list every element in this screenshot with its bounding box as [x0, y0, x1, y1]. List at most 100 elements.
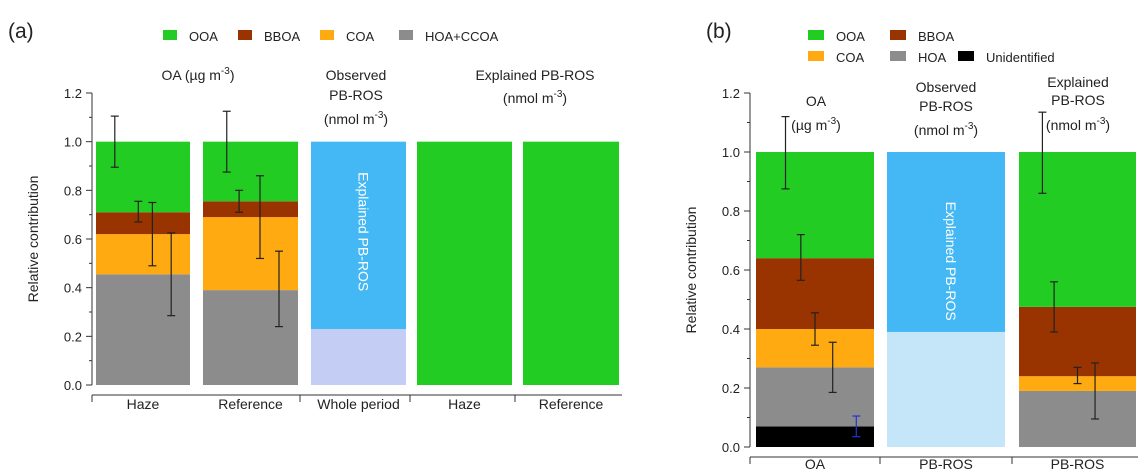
x-category-label: PB-ROS	[1051, 456, 1105, 471]
bar-segment-coa	[96, 234, 190, 275]
group-title-line: Explained	[1047, 74, 1109, 90]
y-tick-label: 0.4	[64, 281, 82, 296]
title-text: OA (µg m	[162, 67, 221, 83]
bar-segment-unexplained	[311, 329, 406, 385]
group-title-line: (nmol m-3​)	[503, 89, 567, 106]
y-tick-label: 0.8	[64, 183, 82, 198]
y-tick-label: 1.0	[722, 145, 740, 160]
title-text: (nmol m	[914, 122, 965, 138]
title-text: (nmol m	[1046, 117, 1097, 133]
panel-label: (b)	[706, 20, 732, 43]
y-tick-label: 0.4	[722, 322, 740, 337]
panel-a: (a) OOA BBOA COA HOA+CCOA OA (µg m-3​) Observe…	[8, 20, 622, 412]
y-tick-label: 1.2	[64, 86, 82, 101]
legend-swatch	[890, 51, 906, 61]
title-text: PB-ROS	[329, 87, 383, 103]
x-category-label: PB-ROS	[919, 456, 973, 471]
superscript: -3	[827, 116, 836, 127]
title-text: OA	[806, 93, 827, 109]
bar-segment-bboa	[96, 212, 190, 235]
legend-swatch	[958, 51, 974, 61]
group-title-line: PB-ROS	[329, 87, 383, 103]
group-title-line: (nmol m-3​)	[1046, 116, 1110, 133]
title-text: PB-ROS	[919, 98, 973, 114]
x-category-label: Haze	[127, 396, 160, 412]
title-text: )	[230, 67, 235, 83]
superscript: -3	[553, 89, 562, 100]
title-text: Observed	[916, 79, 977, 95]
y-tick-label: 1.2	[722, 86, 740, 101]
bar-segment-explained-pb-ros	[887, 152, 1005, 332]
y-axis-label: Relative contribution	[683, 207, 699, 334]
legend-label: Unidentified	[986, 50, 1055, 65]
legend-label: HOA+CCOA	[425, 29, 499, 44]
title-text: Observed	[326, 67, 387, 83]
legend-swatch	[808, 30, 824, 40]
title-text: (nmol m	[503, 90, 554, 106]
x-category-label: Whole period	[317, 396, 400, 412]
title-text: Explained PB-ROS	[475, 67, 594, 83]
title-text: Explained	[1047, 74, 1109, 90]
x-category-label: Reference	[539, 396, 604, 412]
superscript: -3	[1096, 116, 1105, 127]
panel-label: (a)	[8, 20, 34, 43]
x-category-label: OA	[805, 456, 826, 471]
group-title-line: Observed	[326, 67, 387, 83]
bar-segment-ooa	[96, 141, 190, 213]
y-tick-label: 0.8	[722, 204, 740, 219]
panel-b: (b) OOA BBOA COA HOA Unidentified OA (µg m-3​) O…	[683, 20, 1138, 471]
bar-segment-hoa-ccoa	[203, 290, 298, 385]
title-text: )	[1105, 117, 1110, 133]
y-tick-label: 0.6	[64, 232, 82, 247]
bar-segment-ooa	[1019, 152, 1136, 307]
bar-segment-coa	[203, 217, 298, 291]
bar-segment-bboa	[203, 201, 298, 218]
bar-segment-ooa	[417, 141, 512, 385]
y-tick-label: 0.0	[64, 378, 82, 393]
group-title-line: (µg m-3​)	[791, 116, 841, 133]
group-title-line: Explained PB-ROS	[475, 67, 594, 83]
legend-swatch	[890, 30, 906, 40]
bar-inner-label: Explained PB-ROS	[356, 172, 372, 291]
y-axis-label: Relative contribution	[25, 176, 41, 303]
bar-inner-label: Explained PB-ROS	[943, 202, 959, 321]
group-title-line: OA (µg m-3​)	[162, 66, 235, 83]
group-title-line: PB-ROS	[1051, 92, 1105, 108]
bar-segment-bboa	[1019, 306, 1136, 377]
title-text: )	[562, 90, 567, 106]
legend-label: BBOA	[264, 29, 300, 44]
y-tick-label: 0.6	[722, 263, 740, 278]
group-title-line: (nmol m-3​)	[914, 121, 978, 138]
title-text: )	[836, 117, 841, 133]
bar-segment-ooa	[523, 141, 619, 385]
bar-segment-explained-pb-ros	[311, 141, 406, 330]
title-text: PB-ROS	[1051, 92, 1105, 108]
legend-swatch	[163, 30, 177, 40]
legend-swatch	[238, 30, 252, 40]
x-category-label: Reference	[218, 396, 283, 412]
group-title-line: Observed	[916, 79, 977, 95]
legend-label: HOA	[918, 50, 947, 65]
bar-segment-unidentified	[756, 426, 874, 447]
bar-segment-unexplained	[887, 331, 1005, 447]
x-category-label: Haze	[448, 396, 481, 412]
y-tick-label: 0.0	[722, 440, 740, 455]
title-text: (nmol m	[324, 111, 375, 127]
bar-segment-ooa	[203, 141, 298, 202]
legend-label: OOA	[836, 29, 865, 44]
legend-swatch	[320, 30, 334, 40]
title-text: )	[973, 122, 978, 138]
legend-label: COA	[346, 29, 375, 44]
group-title-line: OA	[806, 93, 827, 109]
bar-segment-hoa-ccoa	[96, 274, 190, 385]
group-title-line: PB-ROS	[919, 98, 973, 114]
title-text: )	[383, 111, 388, 127]
legend-label: COA	[836, 50, 865, 65]
group-title-line: (nmol m-3​)	[324, 110, 388, 127]
legend-label: OOA	[189, 29, 218, 44]
title-text: (µg m	[791, 117, 827, 133]
bar-segment-hoa	[1019, 390, 1136, 447]
superscript: -3	[374, 110, 383, 121]
y-tick-label: 1.0	[64, 135, 82, 150]
